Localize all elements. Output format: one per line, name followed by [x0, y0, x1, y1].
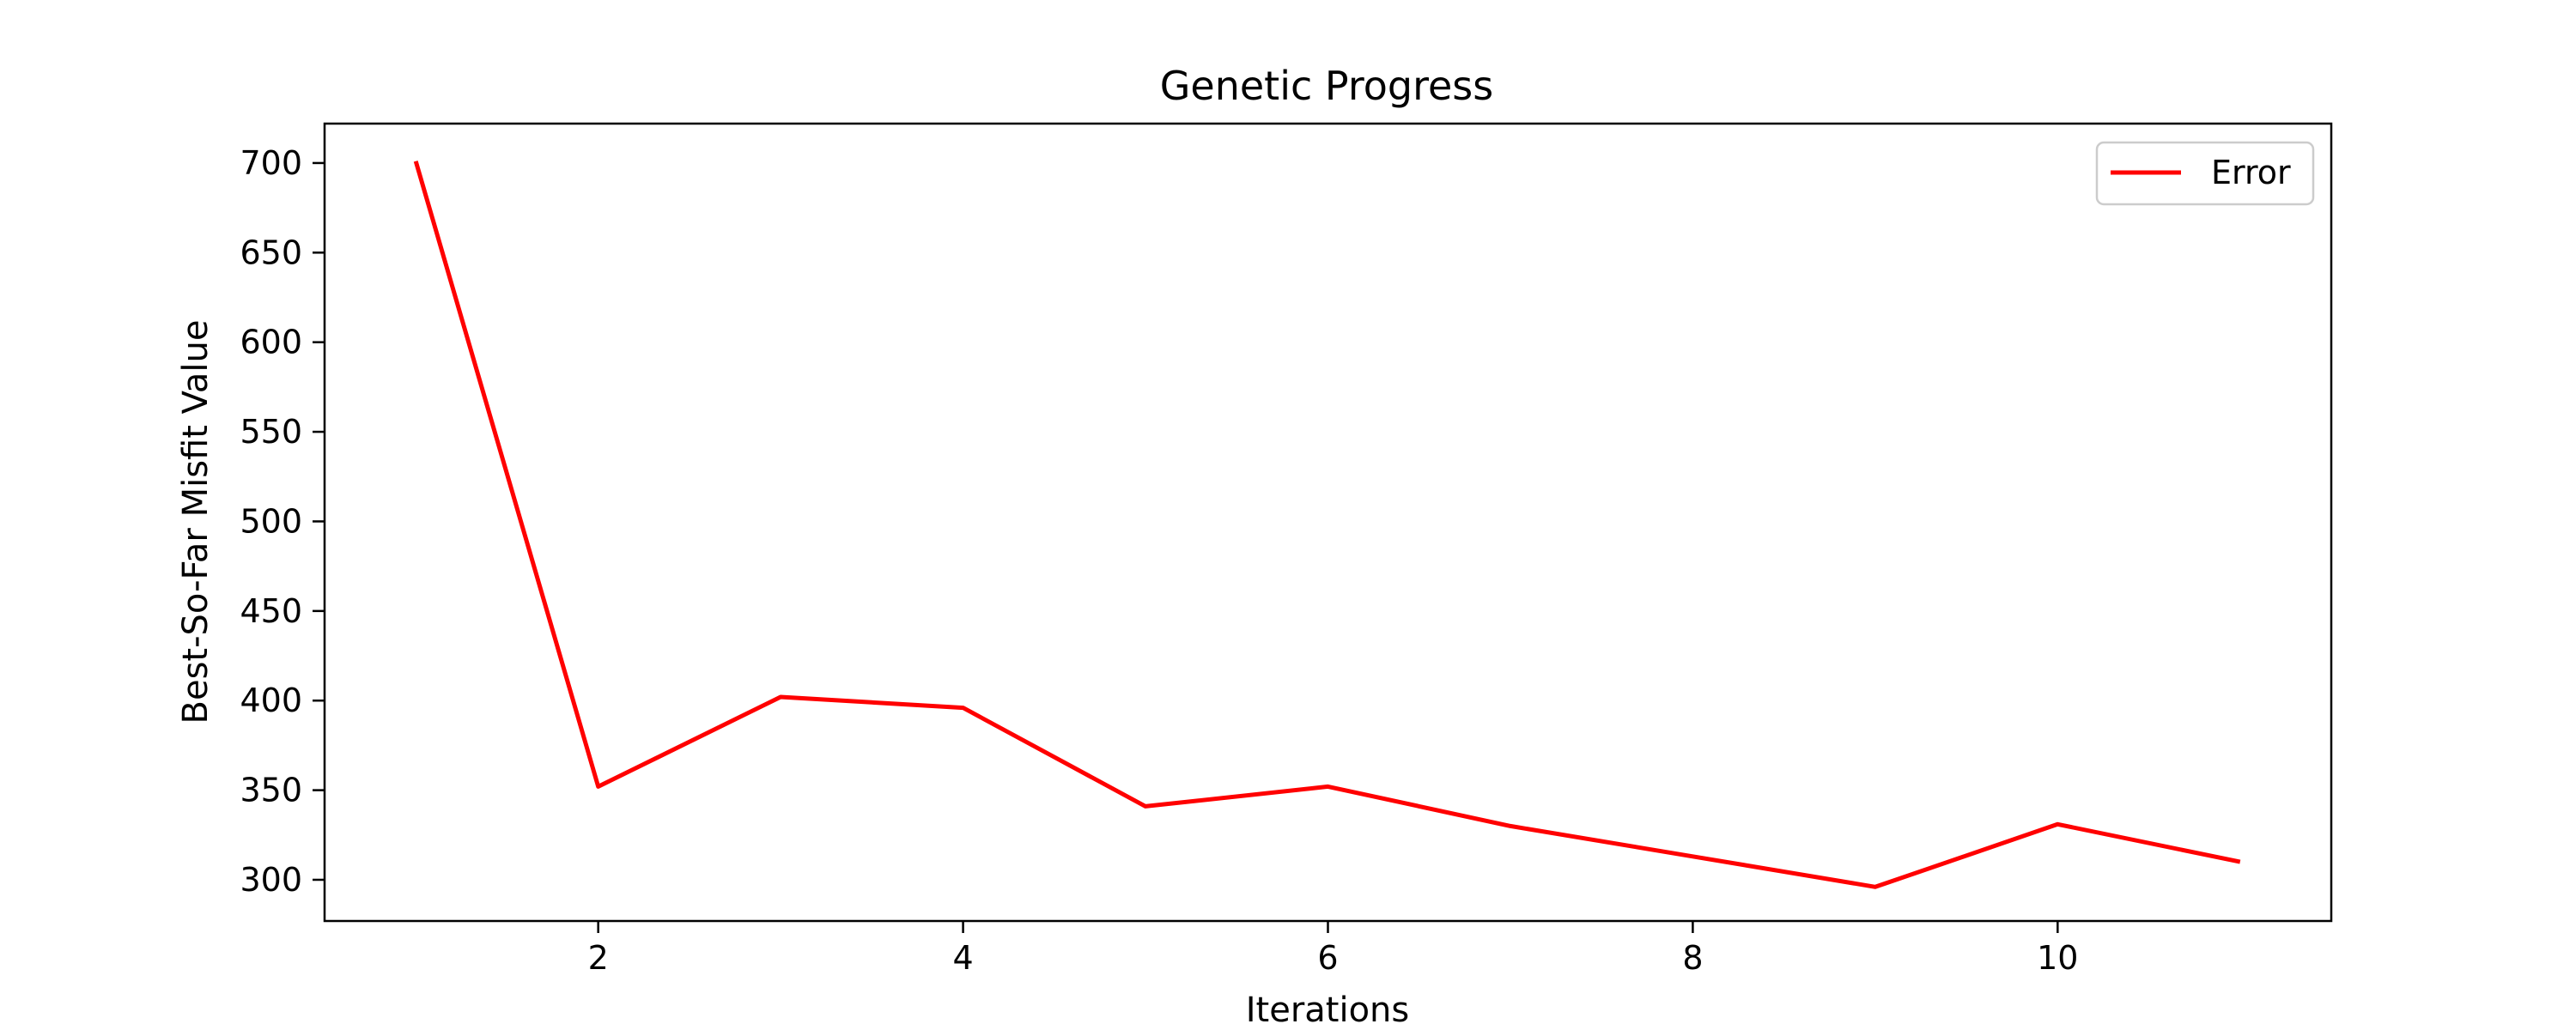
y-tick-label: 450	[240, 592, 302, 630]
series-layer	[413, 161, 2241, 889]
y-tick-label: 500	[240, 502, 302, 540]
x-tick-label: 10	[2037, 939, 2078, 977]
legend-frame	[2095, 141, 2315, 206]
plot-area-frame	[323, 122, 2333, 923]
y-axis-label: Best-So-Far Misfit Value	[176, 320, 216, 724]
legend: Error	[2095, 141, 2315, 206]
y-tick-label: 350	[240, 772, 302, 809]
y-axis-ticks: 300 350 400 450 500 550 600 650 700	[240, 144, 325, 899]
x-tick-label: 2	[588, 939, 609, 977]
x-tick-label: 4	[952, 939, 973, 977]
y-tick-label: 600	[240, 324, 302, 361]
y-tick-label: 650	[240, 233, 302, 271]
x-axis-label: Iterations	[1246, 991, 1410, 1030]
x-tick-label: 6	[1317, 939, 1338, 977]
y-tick-label: 700	[240, 144, 302, 182]
legend-label-error: Error	[2211, 154, 2291, 191]
chart-title: Genetic Progress	[1160, 63, 1493, 109]
y-tick-label: 550	[240, 413, 302, 451]
y-tick-label: 300	[240, 861, 302, 899]
x-axis-ticks: 2 4 6 8 10	[588, 921, 2078, 977]
x-tick-label: 8	[1682, 939, 1703, 977]
y-tick-label: 400	[240, 682, 302, 719]
series-line-error	[413, 161, 2241, 889]
